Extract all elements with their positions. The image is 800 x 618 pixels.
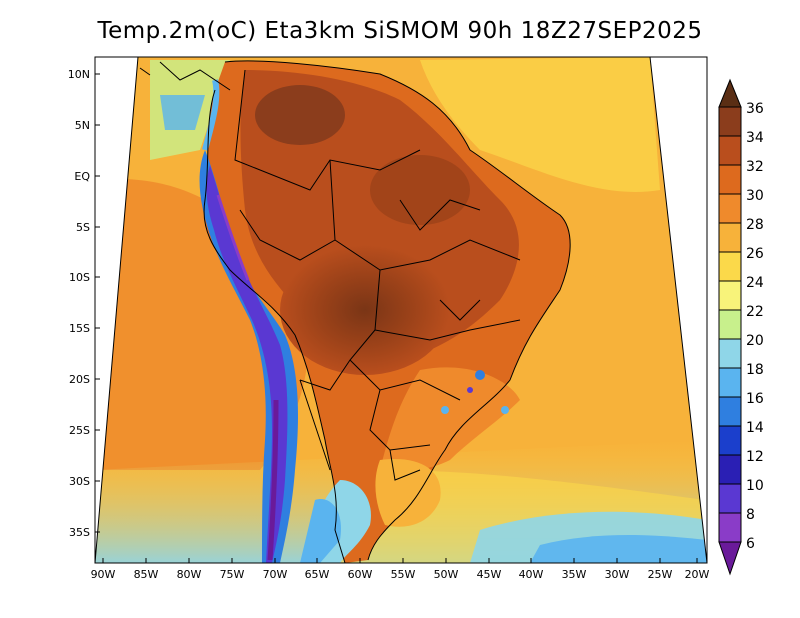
lon-tick: 20W — [685, 558, 710, 581]
lat-tick: 30S — [69, 475, 100, 488]
country-borders — [139, 60, 571, 563]
lon-tick: 75W — [220, 558, 245, 581]
colorbar-label: 14 — [746, 420, 764, 436]
lon-tick: 70W — [263, 558, 288, 581]
lat-tick-label: 30S — [69, 475, 90, 488]
colorbar-label: 12 — [746, 449, 764, 465]
lon-tick: 65W — [305, 558, 330, 581]
lat-tick: 10N — [68, 68, 100, 81]
colorbar-top-arrow — [718, 78, 742, 108]
lat-tick-label: EQ — [74, 170, 90, 183]
colorbar: 36 34 32 30 28 26 24 22 20 18 16 14 12 1… — [718, 78, 764, 576]
lon-tick-label: 60W — [348, 568, 373, 581]
lat-tick-label: 35S — [69, 526, 90, 539]
colorbar-segment — [718, 309, 742, 340]
colorbar-label: 26 — [746, 246, 764, 262]
lon-tick-label: 75W — [220, 568, 245, 581]
lon-tick-label: 55W — [391, 568, 416, 581]
lon-tick-label: 35W — [562, 568, 587, 581]
colorbar-segment — [718, 512, 742, 543]
lon-tick-label: 40W — [519, 568, 544, 581]
temperature-field — [95, 57, 707, 563]
colorbar-label: 24 — [746, 275, 764, 291]
colorbar-segment — [718, 425, 742, 456]
lat-tick: 5S — [76, 221, 100, 234]
colorbar-bottom-arrow — [718, 541, 742, 576]
lon-tick-label: 30W — [605, 568, 630, 581]
colorbar-label: 18 — [746, 362, 764, 378]
lat-tick-label: 10N — [68, 68, 90, 81]
colorbar-label: 10 — [746, 478, 764, 494]
colorbar-segment — [718, 454, 742, 485]
lat-tick: 20S — [69, 373, 100, 386]
lon-tick-label: 70W — [263, 568, 288, 581]
colorbar-label: 28 — [746, 217, 764, 233]
lon-tick-label: 45W — [477, 568, 502, 581]
colorbar-label: 8 — [746, 507, 755, 523]
lon-tick: 60W — [348, 558, 373, 581]
latitude-axis: 10N 5N EQ 5S 10S 15S 20S 25S 30S 35S — [68, 68, 100, 539]
lat-tick-label: 20S — [69, 373, 90, 386]
lat-tick-label: 5S — [76, 221, 90, 234]
lat-tick-label: 25S — [69, 424, 90, 437]
lat-tick-label: 5N — [75, 119, 90, 132]
lat-tick-label: 10S — [69, 271, 90, 284]
lon-tick: 85W — [134, 558, 159, 581]
colorbar-segment — [718, 483, 742, 514]
colorbar-segment — [718, 338, 742, 369]
lon-tick: 45W — [477, 558, 502, 581]
lon-tick: 90W — [91, 558, 116, 581]
colorbar-segment — [718, 164, 742, 195]
colorbar-segment — [718, 367, 742, 398]
colorbar-label: 22 — [746, 304, 764, 320]
colorbar-label: 30 — [746, 188, 764, 204]
colorbar-segment — [718, 280, 742, 311]
lat-tick: 25S — [69, 424, 100, 437]
lon-tick: 30W — [605, 558, 630, 581]
colorbar-segment — [718, 222, 742, 253]
colorbar-label: 34 — [746, 130, 764, 146]
lon-tick-label: 65W — [305, 568, 330, 581]
colorbar-segment — [718, 251, 742, 282]
colorbar-segments — [718, 106, 742, 543]
lon-tick: 25W — [648, 558, 673, 581]
colorbar-segment — [718, 193, 742, 224]
colorbar-label: 16 — [746, 391, 764, 407]
lon-tick-label: 50W — [434, 568, 459, 581]
lon-tick: 55W — [391, 558, 416, 581]
lon-tick-label: 85W — [134, 568, 159, 581]
colorbar-segment — [718, 135, 742, 166]
lat-tick: 15S — [69, 322, 100, 335]
colorbar-label: 20 — [746, 333, 764, 349]
colorbar-segment — [718, 396, 742, 427]
lat-tick: 5N — [75, 119, 100, 132]
lon-tick: 35W — [562, 558, 587, 581]
lon-tick: 40W — [519, 558, 544, 581]
lon-tick-label: 25W — [648, 568, 673, 581]
map-title: Temp.2m(oC) Eta3km SiSMOM 90h 18Z27SEP20… — [97, 18, 703, 44]
colorbar-label: 32 — [746, 159, 764, 175]
lon-tick: 50W — [434, 558, 459, 581]
lat-tick: 10S — [69, 271, 100, 284]
colorbar-segment — [718, 106, 742, 137]
colorbar-labels: 36 34 32 30 28 26 24 22 20 18 16 14 12 1… — [746, 101, 764, 552]
lon-tick: 80W — [177, 558, 202, 581]
lat-tick: 35S — [69, 526, 100, 539]
lon-tick-label: 80W — [177, 568, 202, 581]
lat-tick-label: 15S — [69, 322, 90, 335]
lon-tick-label: 90W — [91, 568, 116, 581]
colorbar-label: 36 — [746, 101, 764, 117]
lat-tick: EQ — [74, 170, 100, 183]
longitude-axis: 90W 85W 80W 75W 70W 65W 60W 55W 50W 45W … — [91, 558, 710, 581]
lon-tick-label: 20W — [685, 568, 710, 581]
colorbar-label: 6 — [746, 536, 755, 552]
